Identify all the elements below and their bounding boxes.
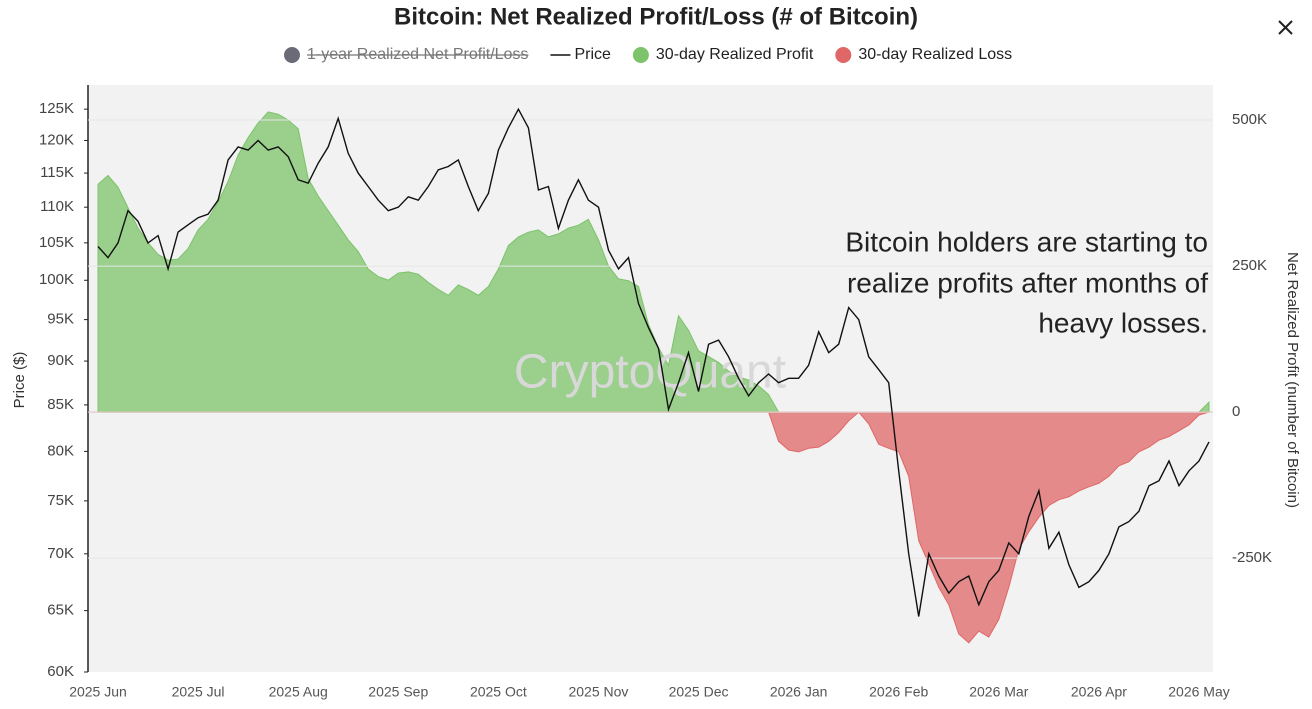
- y2-tick-label: -250K: [1232, 549, 1272, 566]
- legend-label[interactable]: 30-day Realized Loss: [858, 46, 1012, 63]
- x-tick-label: 2025 Nov: [568, 684, 628, 700]
- chart-title: Bitcoin: Net Realized Profit/Loss (# of …: [394, 3, 918, 30]
- legend-swatch: [835, 47, 852, 63]
- y-tick-label: 100K: [39, 271, 74, 288]
- close-icon[interactable]: [1278, 20, 1293, 35]
- y-tick-label: 95K: [47, 311, 74, 328]
- legend-swatch: [632, 47, 649, 63]
- annotation-line: realize profits after months of: [847, 267, 1208, 298]
- x-tick-label: 2025 Sep: [368, 684, 428, 700]
- x-tick-label: 2025 Dec: [669, 684, 729, 700]
- x-tick-label: 2026 Jan: [770, 684, 828, 700]
- x-tick-label: 2026 Mar: [969, 684, 1028, 700]
- y-tick-label: 65K: [47, 602, 74, 619]
- legend-label[interactable]: Price: [574, 46, 611, 63]
- legend-item[interactable]: 30-day Realized Loss: [835, 46, 1012, 63]
- close-button[interactable]: [1270, 14, 1300, 44]
- legend-item[interactable]: 1-year Realized Net Profit/Loss: [284, 46, 529, 63]
- y-axis-label: Price ($): [11, 352, 28, 409]
- y-tick-label: 125K: [39, 100, 74, 117]
- x-tick-label: 2026 May: [1168, 684, 1229, 700]
- y-tick-label: 105K: [39, 234, 74, 251]
- y-tick-label: 115K: [40, 164, 74, 181]
- y-tick-label: 80K: [47, 442, 74, 459]
- y-tick-label: 90K: [47, 352, 74, 369]
- price-line: [97, 107, 1210, 617]
- annotation-line: heavy losses.: [1038, 307, 1208, 338]
- x-tick-label: 2025 Jun: [69, 684, 127, 700]
- y-tick-label: 120K: [39, 131, 74, 148]
- y-tick-label: 85K: [47, 396, 74, 413]
- x-tick-label: 2025 Aug: [269, 684, 328, 700]
- y-tick-label: 60K: [47, 663, 74, 680]
- legend-label[interactable]: 30-day Realized Profit: [656, 46, 814, 63]
- y-tick-label: 70K: [47, 545, 74, 562]
- legend-item[interactable]: 30-day Realized Profit: [632, 46, 814, 63]
- y-tick-label: 110K: [40, 198, 74, 215]
- x-tick-label: 2025 Jul: [172, 684, 225, 700]
- y2-tick-label: 0: [1232, 403, 1240, 420]
- legend-swatch: [284, 47, 300, 63]
- x-tick-label: 2026 Apr: [1071, 684, 1127, 700]
- legend-item[interactable]: Price: [550, 46, 611, 63]
- y-tick-label: 75K: [47, 492, 74, 509]
- watermark: CryptoQuant: [514, 346, 786, 399]
- y2-axis-label: Net Realized Profit (number of Bitcoin): [1284, 252, 1301, 508]
- x-tick-label: 2025 Oct: [470, 684, 527, 700]
- annotation-line: Bitcoin holders are starting to: [845, 226, 1208, 257]
- y2-tick-label: 250K: [1232, 257, 1267, 274]
- x-tick-label: 2026 Feb: [869, 684, 928, 700]
- y2-tick-label: 500K: [1232, 111, 1267, 128]
